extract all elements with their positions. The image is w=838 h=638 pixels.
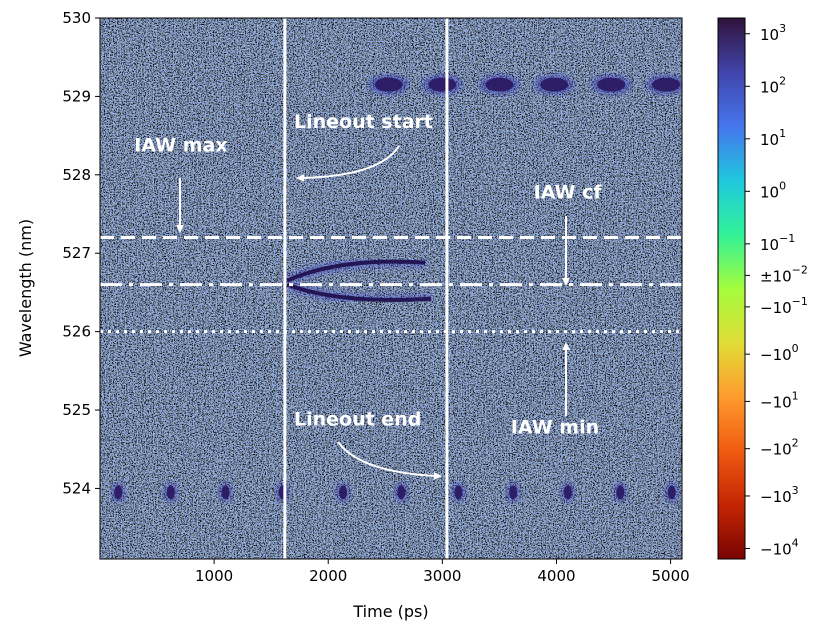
arrow-head: [562, 342, 570, 351]
colorbar-tick-label: ±10−2: [760, 263, 808, 285]
y-tick-label: 524: [62, 479, 91, 497]
colorbar: [717, 17, 746, 560]
colorbar-tick-base: −10: [760, 441, 792, 459]
annotation-arrow: [301, 145, 400, 179]
colorbar-tick-exponent: 3: [779, 22, 786, 35]
colorbar-tick-exponent: −1: [779, 232, 795, 245]
x-tick-label: 3000: [423, 567, 461, 585]
colorbar-tick-label: 103: [760, 22, 786, 44]
colorbar-tick-base: 10: [760, 26, 779, 44]
colorbar-tick-base: 10: [760, 131, 779, 149]
signal-blob: [540, 77, 569, 92]
signal-blob: [485, 77, 514, 92]
x-axis-label: Time (ps): [352, 602, 428, 621]
colorbar-tick-label: −101: [760, 389, 799, 411]
signal-features: [111, 74, 682, 503]
colorbar-tick-label: −104: [760, 536, 799, 558]
colorbar-tick-exponent: 2: [792, 437, 799, 450]
annotation-label: IAW max: [134, 134, 227, 156]
colorbar-tick-exponent: 1: [779, 127, 786, 140]
signal-blob: [221, 485, 230, 500]
annotation-arrow: [337, 441, 437, 477]
signal-blob: [652, 77, 681, 92]
colorbar-tick-base: 10: [760, 236, 779, 254]
signal-blob: [166, 485, 175, 500]
x-tick-label: 2000: [309, 567, 347, 585]
y-tick-label: 527: [62, 244, 91, 262]
y-tick-label: 529: [62, 87, 91, 105]
iaw-arc: [286, 282, 432, 302]
arrow-head: [562, 277, 570, 286]
x-tick-label: 4000: [537, 567, 575, 585]
colorbar-tick-exponent: 3: [792, 484, 799, 497]
arrow-head: [176, 224, 184, 233]
colorbar-tick-label: 102: [760, 74, 786, 96]
arrow-head: [433, 472, 442, 480]
annotations: IAW max Lineout start IAW cf Lineout end IAW…: [134, 111, 602, 480]
signal-blob: [114, 485, 123, 500]
colorbar-tick-label: 100: [760, 179, 786, 201]
colorbar-tick-base: −10: [760, 299, 792, 317]
colorbar-tick-exponent: 4: [792, 536, 799, 549]
iaw-arc: [286, 259, 426, 283]
signal-blob: [509, 485, 518, 500]
signal-blob: [597, 77, 626, 92]
colorbar-tick-exponent: −1: [792, 295, 808, 308]
signal-blob: [454, 485, 463, 500]
colorbar-tick-base: ±10: [760, 267, 792, 285]
y-tick-label: 528: [62, 166, 91, 184]
colorbar-tick-base: −10: [760, 346, 792, 364]
lineout-lines: [100, 18, 682, 559]
colorbar-tick-exponent: 0: [779, 179, 786, 192]
annotation-label: IAW min: [511, 417, 599, 439]
signal-blob: [339, 485, 348, 500]
plot-frame: [99, 17, 683, 560]
colorbar-tick-label: −103: [760, 484, 799, 506]
colorbar-tick-base: −10: [760, 488, 792, 506]
colorbar-tick-label: −102: [760, 437, 799, 459]
colorbar-tick-label: −100: [760, 342, 799, 364]
x-tick-label: 5000: [651, 567, 689, 585]
y-tick-label: 525: [62, 401, 91, 419]
signal-blob: [374, 77, 403, 92]
colorbar-tick-exponent: 1: [792, 389, 799, 402]
colorbar-tick-base: 10: [760, 78, 779, 96]
arrow-head: [296, 174, 305, 182]
x-axis: 1000 2000 3000 4000 5000: [195, 559, 690, 585]
annotation-label: IAW cf: [534, 181, 603, 203]
colorbar-ticks: 10310210110010−1±10−2−10−1−100−101−102−1…: [745, 22, 808, 558]
colorbar-tick-base: −10: [760, 393, 792, 411]
y-axis: 524 525 526 527 528 529 530: [62, 9, 100, 497]
colorbar-tick-label: 101: [760, 127, 786, 149]
signal-blob: [616, 485, 625, 500]
y-tick-label: 530: [62, 9, 91, 27]
colorbar-tick-exponent: 2: [779, 74, 786, 87]
y-tick-label: 526: [62, 323, 91, 341]
annotation-label: Lineout end: [294, 409, 421, 431]
colorbar-tick-label: 10−1: [760, 232, 795, 254]
colorbar-tick-base: 10: [760, 183, 779, 201]
annotation-label: Lineout start: [294, 111, 433, 133]
signal-blob: [667, 485, 676, 500]
colorbar-tick-base: −10: [760, 540, 792, 558]
colorbar-tick-exponent: 0: [792, 342, 799, 355]
colorbar-tick-label: −10−1: [760, 295, 808, 317]
y-axis-label: Wavelength (nm): [16, 219, 35, 357]
x-tick-label: 1000: [195, 567, 233, 585]
colorbar-tick-exponent: −2: [792, 263, 808, 276]
signal-blob: [397, 485, 406, 500]
heatmap-field: IAW max Lineout start IAW cf Lineout end IAW…: [100, 18, 682, 559]
signal-blob: [428, 77, 457, 92]
signal-blob: [563, 485, 572, 500]
